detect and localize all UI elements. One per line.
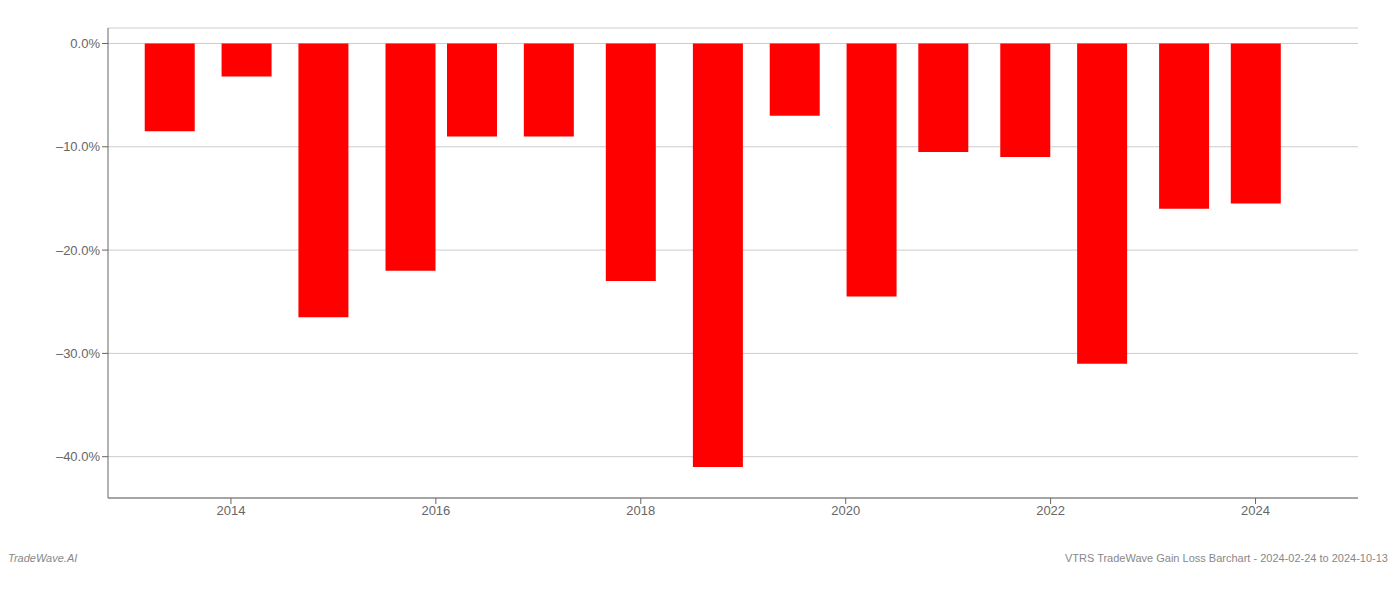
svg-text:2022: 2022 xyxy=(1036,503,1065,518)
svg-text:2024: 2024 xyxy=(1241,503,1270,518)
svg-text:–10.0%: –10.0% xyxy=(56,139,101,154)
svg-text:2016: 2016 xyxy=(421,503,450,518)
svg-text:2018: 2018 xyxy=(626,503,655,518)
svg-text:0.0%: 0.0% xyxy=(70,36,100,51)
html-text:VTRS TradeWave Gain Loss Barch: VTRS TradeWave Gain Loss Barchart - 2024… xyxy=(1065,552,1388,564)
svg-text:–40.0%: –40.0% xyxy=(56,449,101,464)
html-text:TradeWave.AI: TradeWave.AI xyxy=(8,552,78,564)
svg-text:–20.0%: –20.0% xyxy=(56,243,101,258)
svg-text:2020: 2020 xyxy=(831,503,860,518)
svg-text:2014: 2014 xyxy=(216,503,245,518)
svg-text:–30.0%: –30.0% xyxy=(56,346,101,361)
